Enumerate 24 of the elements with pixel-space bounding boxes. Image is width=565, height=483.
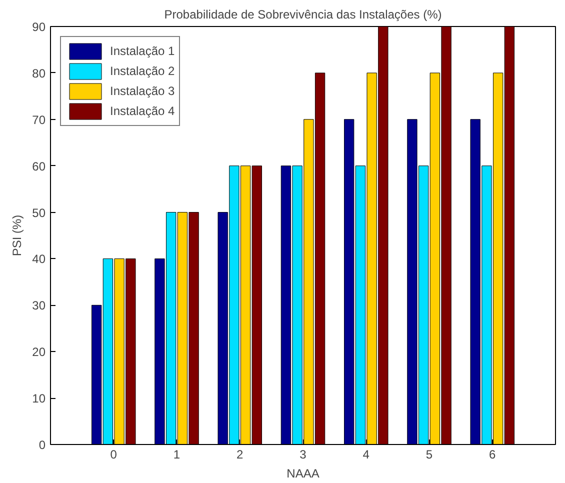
y-tick-label: 20 (32, 345, 46, 360)
x-tick-label: 2 (236, 448, 244, 462)
x-tick-label: 4 (362, 448, 370, 462)
x-tick-label: 3 (300, 448, 307, 462)
chart-title: Probabilidade de Sobrevivência das Instalações (%) (164, 8, 442, 22)
legend-label: Instalação 3 (110, 84, 175, 98)
y-tick-label: 70 (32, 112, 46, 127)
y-tick-label: 40 (32, 252, 46, 266)
y-tick-label: 80 (32, 66, 46, 80)
legend-label: Instalação 4 (110, 104, 175, 118)
y-tick-label: 10 (32, 392, 46, 406)
x-tick-label: 1 (173, 448, 180, 462)
x-tick-label: 5 (426, 448, 433, 462)
x-tick-label: 6 (489, 448, 496, 462)
legend-label: Instalação 2 (110, 64, 175, 78)
y-tick-label: 30 (32, 298, 46, 313)
x-tick-label: 0 (110, 448, 118, 462)
y-tick-label: 90 (32, 20, 46, 34)
legend-label: Instalação 1 (110, 44, 175, 58)
y-axis-title: PSI (%) (10, 214, 24, 256)
y-tick-label: 50 (32, 206, 46, 220)
y-tick-label: 60 (32, 159, 46, 174)
y-tick-label: 0 (38, 438, 46, 452)
x-axis-title: NAAA (286, 466, 320, 480)
